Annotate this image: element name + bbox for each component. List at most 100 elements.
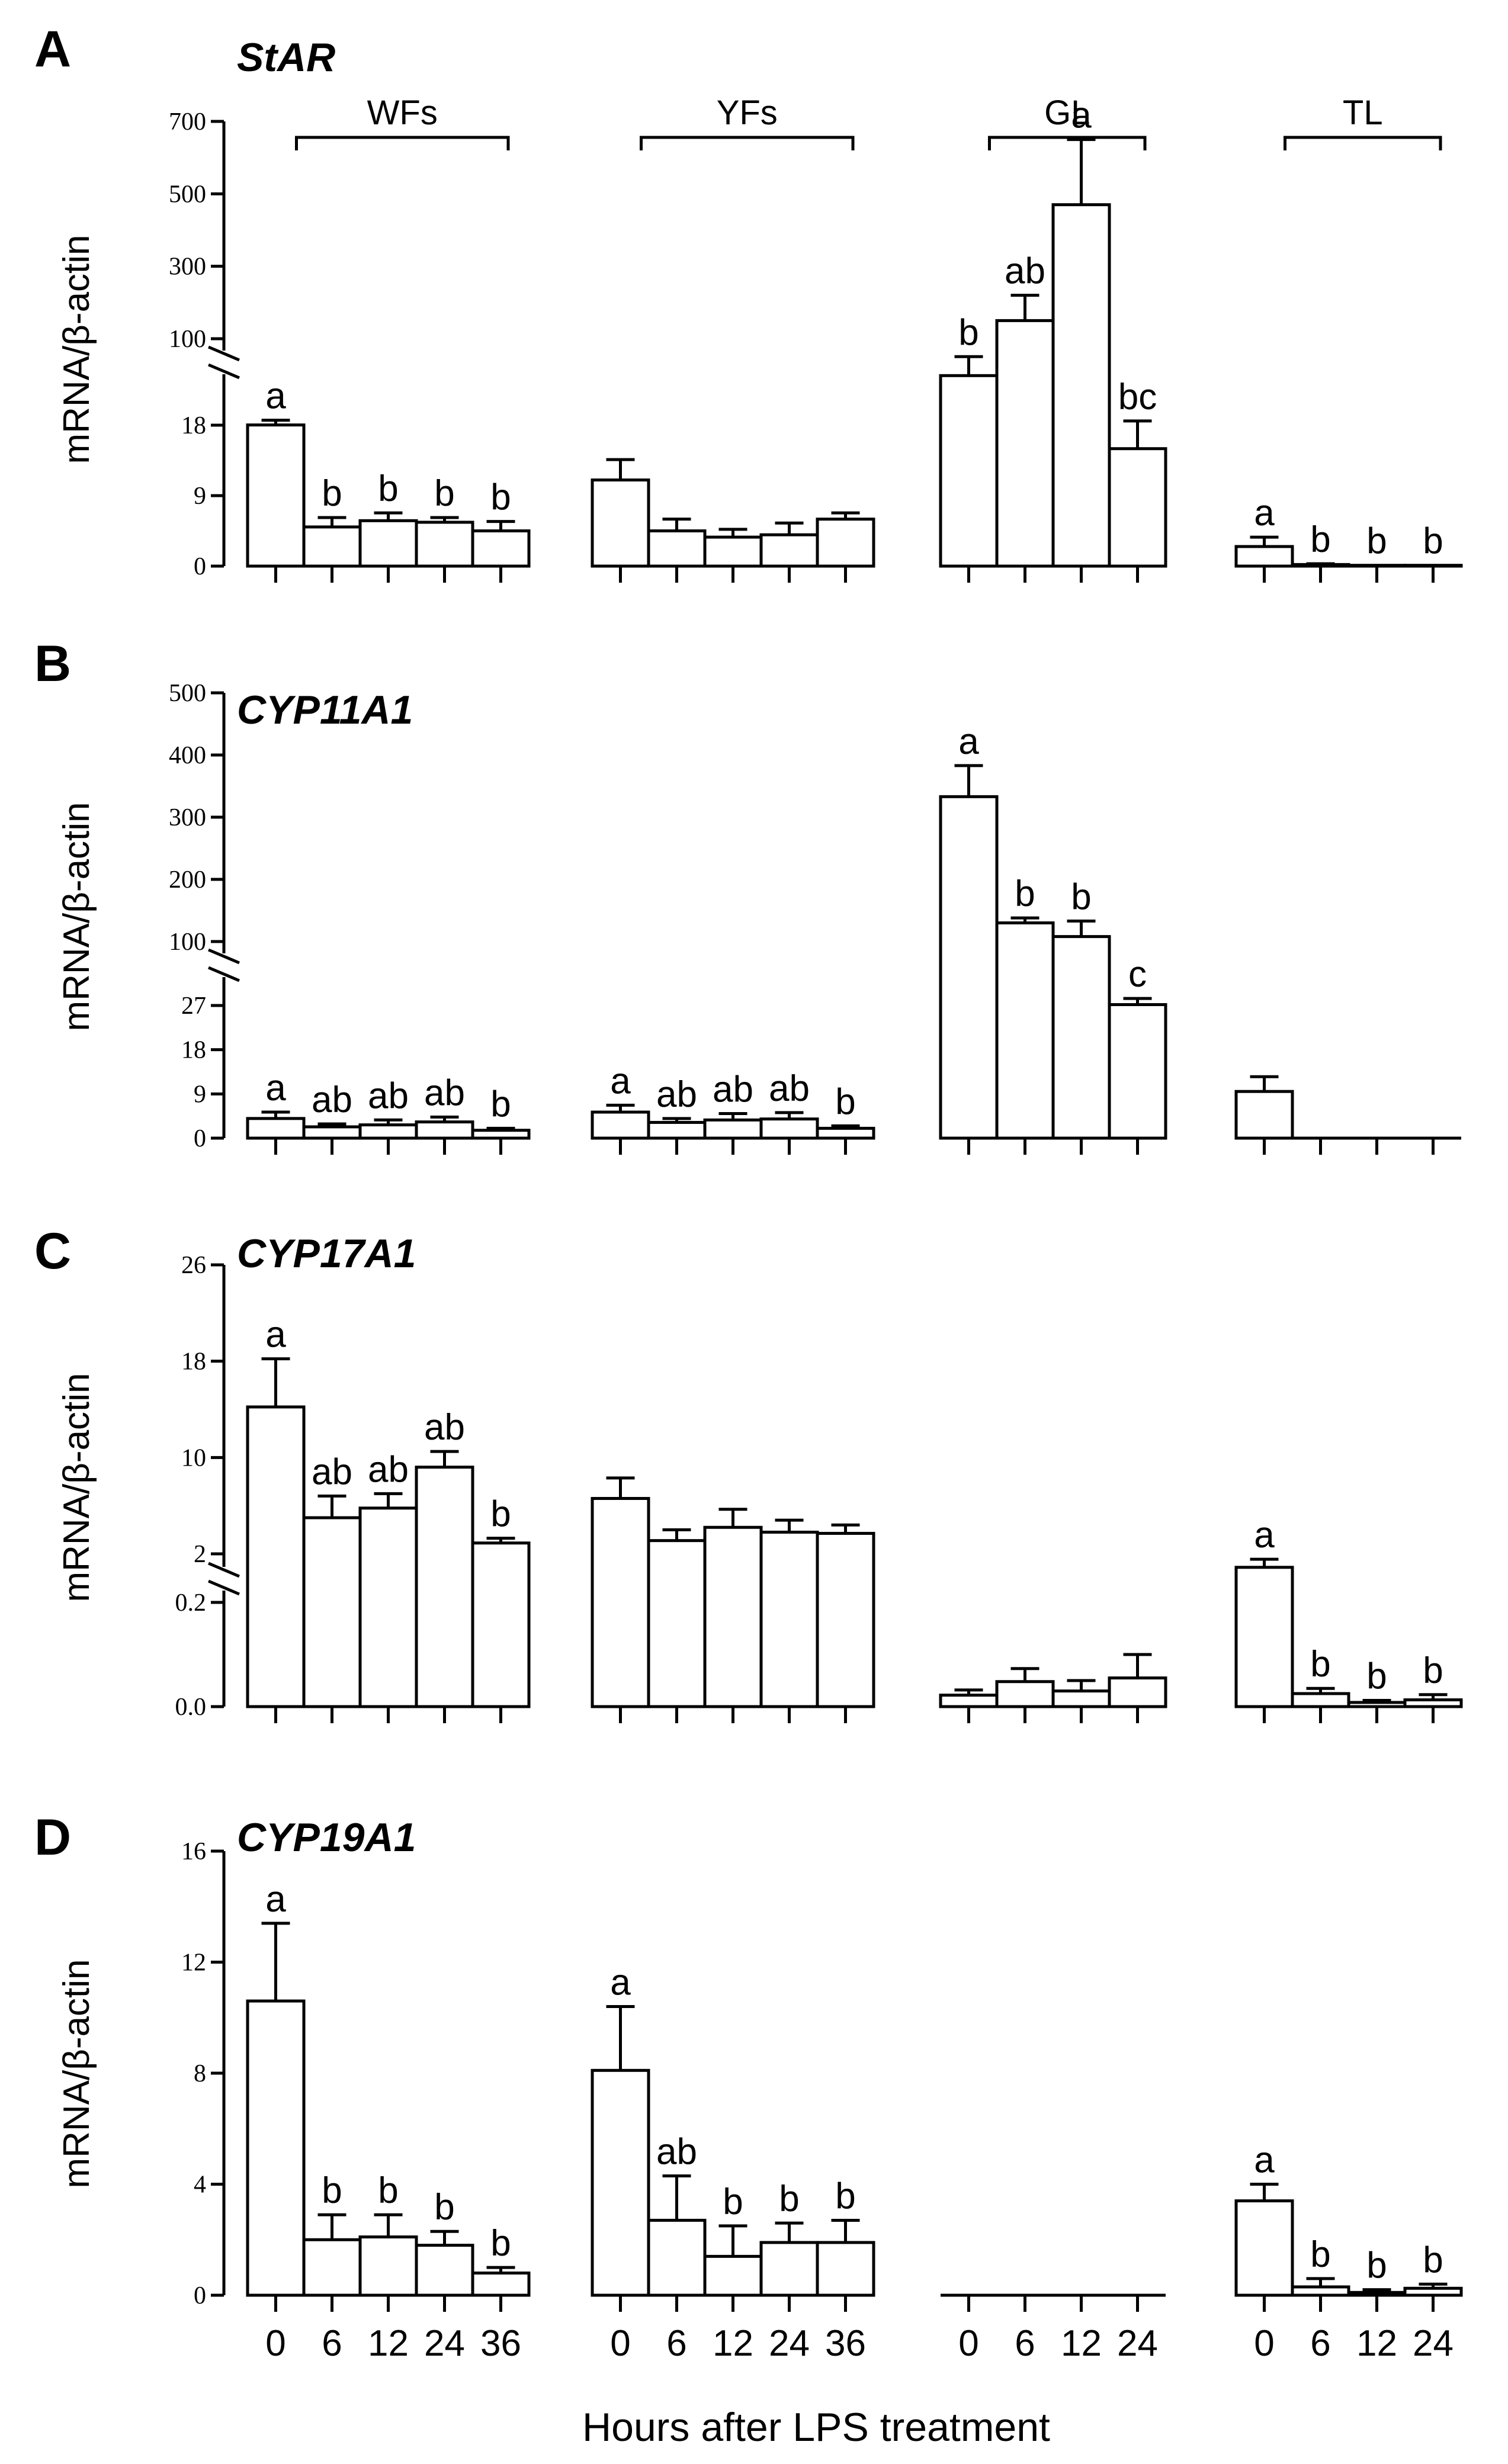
significance-letter: a	[1254, 1515, 1275, 1556]
significance-letter: ab	[713, 1069, 753, 1110]
bar	[703, 2254, 763, 2297]
x-tick-label: 12	[713, 2323, 753, 2364]
significance-letter: ab	[656, 1074, 697, 1115]
significance-letter: b	[1310, 1644, 1330, 1685]
bar	[1347, 2290, 1407, 2297]
bar	[995, 1680, 1055, 1708]
group-bracket	[1284, 136, 1442, 150]
bar	[939, 374, 999, 568]
significance-letter: b	[1366, 2245, 1387, 2286]
significance-letter: b	[1423, 1650, 1443, 1691]
bar	[703, 535, 763, 568]
significance-letter: a	[1254, 2140, 1275, 2181]
x-tick-label: 24	[1117, 2323, 1158, 2364]
significance-letter: b	[434, 473, 454, 514]
y-tick-label: 500	[169, 181, 206, 208]
significance-letter: b	[378, 468, 398, 509]
significance-letter: b	[1423, 521, 1443, 562]
gene-name: CYP17A1	[237, 1231, 416, 1276]
y-tick-label: 300	[169, 253, 206, 281]
x-tick-label: 6	[322, 2323, 342, 2364]
gene-name: CYP19A1	[237, 1815, 416, 1860]
significance-letter: a	[610, 1061, 631, 1101]
y-tick-label: 27	[181, 992, 206, 1020]
y-axis-label: mRNA/β-actin	[56, 802, 97, 1031]
bar	[415, 1466, 474, 1708]
x-tick-label: 24	[1413, 2323, 1454, 2364]
x-tick-label: 0	[958, 2323, 978, 2364]
bar	[647, 2218, 707, 2297]
y-tick-label: 500	[169, 680, 206, 707]
significance-letter: ab	[312, 1451, 352, 1492]
significance-letter: b	[958, 312, 978, 353]
bar	[759, 2241, 819, 2297]
bar	[246, 1999, 306, 2297]
bar	[759, 533, 819, 568]
axis-break-mark	[208, 1562, 240, 1578]
bar	[471, 1129, 531, 1140]
significance-letter: b	[1310, 2234, 1330, 2275]
significance-letter: b	[490, 1494, 511, 1535]
significance-letter: b	[490, 477, 511, 518]
bar	[816, 1126, 875, 1140]
bar	[246, 1117, 306, 1140]
y-tick-label: 18	[181, 1037, 206, 1064]
axis-break-mark	[208, 948, 240, 965]
y-tick-label: 0	[194, 1125, 206, 1152]
bar	[591, 2068, 650, 2297]
y-axis-label: mRNA/β-actin	[56, 234, 97, 464]
bar	[471, 2272, 531, 2297]
y-tick-label: 0.0	[175, 1694, 207, 1721]
bar	[1108, 1676, 1167, 1708]
y-tick-label: 2	[194, 1541, 206, 1568]
bar	[358, 519, 418, 568]
bar	[415, 1120, 474, 1140]
significance-letter: ab	[1005, 251, 1045, 292]
bar	[816, 1531, 875, 1708]
bar	[1234, 1090, 1294, 1140]
y-tick-label: 100	[169, 326, 206, 353]
significance-letter: bc	[1118, 377, 1157, 417]
x-tick-label: 0	[265, 2323, 285, 2364]
x-tick-label: 0	[610, 2323, 630, 2364]
panel-B: B CYP11A1 mRNA/β-actin 0 9 18 27 100 200 300 400 50…	[34, 635, 1461, 1155]
gene-name: StAR	[237, 35, 335, 80]
significance-letter: ab	[424, 1407, 465, 1448]
significance-letter: b	[378, 2170, 398, 2211]
significance-letter: ab	[368, 1449, 409, 1490]
group-label: YFs	[717, 94, 778, 132]
x-tick-label: 0	[1254, 2323, 1274, 2364]
significance-letter: a	[265, 1068, 286, 1109]
significance-letter: b	[1071, 876, 1091, 917]
y-tick-label: 8	[194, 2060, 206, 2087]
significance-letter: a	[1071, 95, 1092, 136]
y-axis-label: mRNA/β-actin	[56, 1959, 97, 2188]
significance-letter: b	[835, 2176, 855, 2216]
y-tick-label: 0	[194, 2282, 206, 2309]
y-tick-label: 18	[181, 1348, 206, 1376]
significance-letter: b	[835, 1081, 855, 1122]
x-tick-label: 36	[825, 2323, 866, 2364]
bar	[816, 2241, 875, 2297]
significance-letter: ab	[769, 1068, 810, 1109]
bar	[759, 1117, 819, 1140]
gene-name: CYP11A1	[237, 688, 413, 733]
significance-letter: b	[1310, 519, 1330, 560]
bar	[1403, 2286, 1463, 2297]
bar	[1051, 935, 1111, 1140]
y-tick-label: 200	[169, 866, 206, 894]
bar	[415, 521, 474, 568]
bar	[1403, 1698, 1463, 1708]
bar	[302, 1516, 362, 1708]
significance-letter: ab	[424, 1072, 465, 1113]
significance-letter: b	[322, 2170, 342, 2211]
y-tick-label: 300	[169, 804, 206, 831]
bar	[1051, 1689, 1111, 1708]
bar	[647, 529, 707, 568]
y-tick-label: 400	[169, 742, 206, 769]
panel-letter: A	[34, 21, 71, 78]
